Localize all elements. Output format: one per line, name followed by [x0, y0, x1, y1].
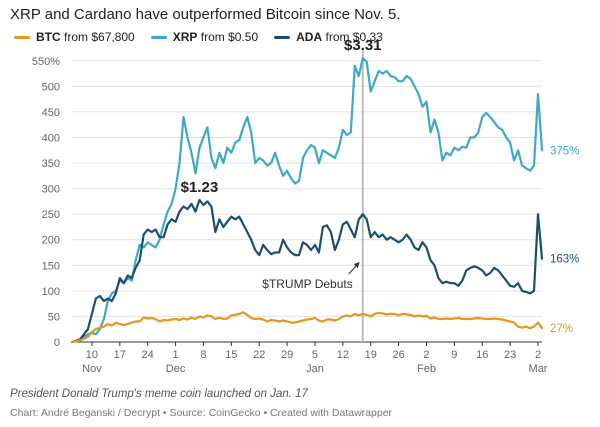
y-tick-label-250: 250	[42, 209, 60, 221]
x-month-label-mar: Mar	[529, 363, 548, 375]
line-chart: 0 50 100 150 200 250 300 350 400 450 500 550% 10 Nov 1…	[32, 37, 580, 375]
y-tick-label-200: 200	[42, 235, 60, 247]
series-line-btc	[70, 311, 544, 344]
chart-note: President Donald Trump's meme coin launc…	[10, 388, 308, 400]
y-tick-label-150: 150	[42, 260, 60, 272]
series-line-xrp	[70, 57, 544, 344]
x-tick-label-7: 29	[281, 349, 293, 361]
chart-credit: Chart: André Beganski / Decrypt • Source…	[10, 407, 393, 419]
y-tick-label-300: 300	[42, 184, 60, 196]
x-month-label-feb: Feb	[417, 363, 436, 375]
x-tick-label-6: 22	[253, 349, 265, 361]
x-tick-label-16: 2	[535, 349, 541, 361]
x-tick-label-1: 17	[114, 349, 126, 361]
peak-annotation-1: $3.31	[344, 37, 382, 54]
legend-swatch-ada	[274, 35, 291, 39]
peak-annotation-0: $1.23	[181, 179, 219, 196]
y-tick-label-550: 550%	[32, 56, 60, 68]
end-label-btc: 27%	[550, 323, 573, 335]
x-tick-label-9: 12	[337, 349, 349, 361]
x-tick-label-15: 23	[504, 349, 516, 361]
legend-ticker-ada: ADA	[296, 30, 323, 44]
x-month-label-dec: Dec	[166, 363, 186, 375]
legend-swatch-btc	[14, 35, 30, 39]
x-tick-label-8: 5	[312, 349, 318, 361]
x-month-label-jan: Jan	[306, 363, 324, 375]
legend-text-xrp: from $0.50	[200, 30, 259, 44]
legend: BTC from $67,800 XRP from $0.50 ADA from…	[14, 30, 383, 44]
legend-label-btc: BTC from $67,800	[36, 30, 135, 44]
legend-item-btc: BTC from $67,800	[14, 30, 135, 44]
legend-text-btc: from $67,800	[64, 30, 135, 44]
x-tick-label-14: 16	[476, 349, 488, 361]
end-label-xrp: 375%	[550, 145, 579, 157]
x-month-label-nov: Nov	[82, 363, 102, 375]
y-tick-label-450: 450	[42, 107, 60, 119]
x-tick-label-2: 24	[142, 349, 154, 361]
x-tick-label-4: 8	[200, 349, 206, 361]
chart-title: XRP and Cardano have outperformed Bitcoi…	[10, 6, 401, 23]
y-tick-label-100: 100	[42, 286, 60, 298]
x-tick-label-5: 15	[225, 349, 237, 361]
y-tick-label-0: 0	[54, 337, 60, 349]
legend-item-xrp: XRP from $0.50	[150, 30, 258, 44]
legend-ticker-btc: BTC	[36, 30, 61, 44]
x-tick-label-10: 19	[365, 349, 377, 361]
y-tick-label-50: 50	[48, 311, 60, 323]
event-annotation-arrow-head	[353, 262, 360, 268]
x-tick-label-0: 10	[86, 349, 98, 361]
legend-text-ada: from $0.33	[325, 30, 383, 44]
y-tick-label-350: 350	[42, 158, 60, 170]
x-tick-label-11: 26	[392, 349, 404, 361]
y-tick-label-400: 400	[42, 132, 60, 144]
legend-ticker-xrp: XRP	[172, 30, 198, 44]
event-annotation-label: $TRUMP Debuts	[262, 277, 352, 291]
end-label-ada: 163%	[550, 254, 579, 266]
x-tick-label-12: 2	[423, 349, 429, 361]
x-tick-label-13: 9	[451, 349, 457, 361]
y-tick-label-500: 500	[42, 81, 60, 93]
legend-swatch-xrp	[150, 35, 167, 39]
series-line-ada	[70, 198, 544, 344]
legend-label-ada: ADA from $0.33	[296, 30, 383, 44]
legend-label-xrp: XRP from $0.50	[173, 30, 258, 44]
x-tick-label-3: 1	[172, 349, 178, 361]
legend-item-ada: ADA from $0.33	[274, 30, 383, 44]
